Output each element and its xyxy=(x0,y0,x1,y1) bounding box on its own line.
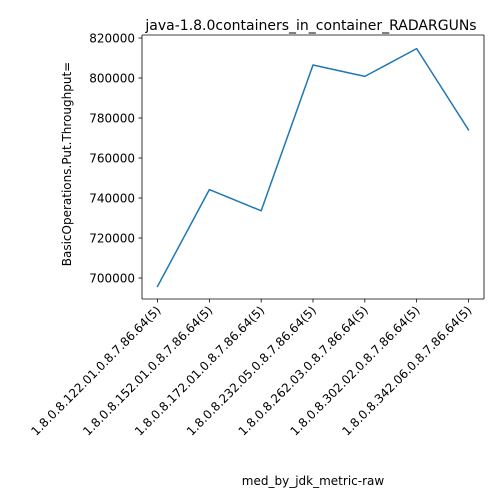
x-axis: 1.8.0.8.122.01.0.8.7.86.64(5)1.8.0.8.152… xyxy=(28,299,475,439)
y-tick-label: 800000 xyxy=(89,72,135,86)
y-tick-label: 740000 xyxy=(89,192,135,206)
chart-title: java-1.8.0containers_in_container_RADARG… xyxy=(144,18,476,34)
y-tick-label: 820000 xyxy=(89,32,135,46)
y-tick-label: 780000 xyxy=(89,112,135,126)
y-axis-label: BasicOperations.Put.Throughput= xyxy=(60,62,74,266)
y-tick-label: 700000 xyxy=(89,272,135,286)
series-line xyxy=(156,47,470,288)
y-axis: 700000 720000 740000 760000 780000 800000 8200… xyxy=(89,32,142,286)
x-axis-label: med_by_jdk_metric-raw xyxy=(242,474,385,488)
y-tick-label: 760000 xyxy=(89,152,135,166)
y-tick-label: 720000 xyxy=(89,232,135,246)
axes-frame xyxy=(141,34,485,300)
plot-area xyxy=(156,47,470,288)
